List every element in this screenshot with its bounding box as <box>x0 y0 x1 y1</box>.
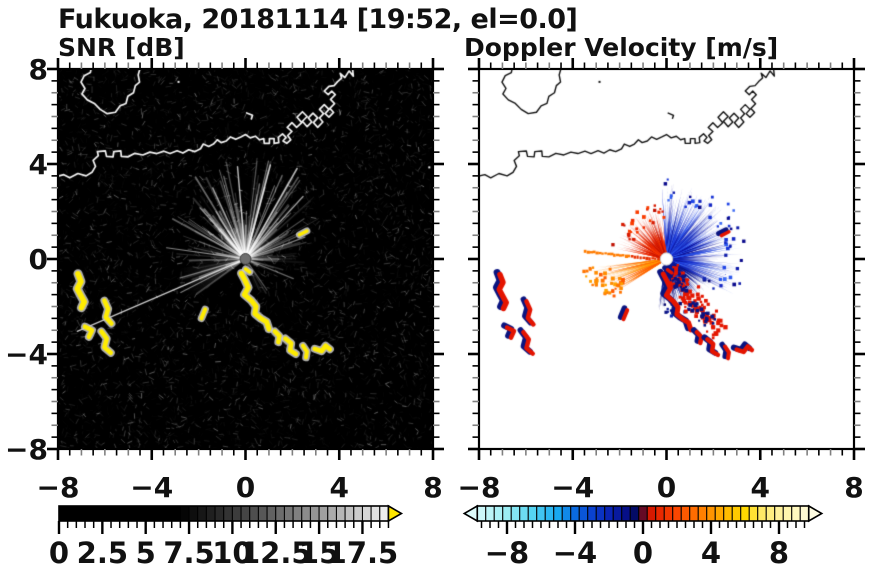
colorbar-tick-label: 8 <box>769 536 789 570</box>
y-tick-label: 8 <box>29 53 48 86</box>
x-tick-label: 0 <box>236 471 255 504</box>
y-tick-label: 4 <box>29 148 48 181</box>
velocity-panel-title: Doppler Velocity [m/s] <box>464 33 779 62</box>
velocity-radar-plot <box>479 69 854 449</box>
colorbar-tick-label: 7.5 <box>163 536 214 570</box>
x-tick-label: 4 <box>751 471 770 504</box>
x-tick-label: −4 <box>130 471 173 504</box>
x-tick-label: −4 <box>551 471 594 504</box>
colorbar-tick-label: 5 <box>136 536 156 570</box>
x-tick-label: 8 <box>423 471 442 504</box>
colorbar-tick-label: 4 <box>701 536 721 570</box>
colorbar-tick-label: 0 <box>49 536 69 570</box>
colorbar-tick-label: −8 <box>485 536 529 570</box>
x-tick-label: −8 <box>37 471 80 504</box>
figure-title: Fukuoka, 20181114 [19:52, el=0.0] <box>58 4 578 35</box>
x-tick-label: 0 <box>657 471 676 504</box>
colorbar-tick-label: 17.5 <box>327 536 399 570</box>
colorbar-tick-label: 15 <box>299 536 339 570</box>
velocity-colorbar: −8 −4 0 4 8 <box>462 504 824 570</box>
snr-panel-title: SNR [dB] <box>58 33 185 62</box>
colorbar-tick-label: −4 <box>553 536 597 570</box>
colorbar-tick-label: 12.5 <box>240 536 312 570</box>
y-tick-label: 0 <box>29 243 48 276</box>
colorbar-tick-label: 2.5 <box>77 536 128 570</box>
colorbar-tick-label: 10 <box>212 536 252 570</box>
x-tick-label: −8 <box>458 471 501 504</box>
x-tick-label: 4 <box>330 471 349 504</box>
y-tick-label: −8 <box>5 433 48 466</box>
x-tick-label: 8 <box>844 471 863 504</box>
colorbar-tick-label: 0 <box>633 536 653 570</box>
y-tick-label: −4 <box>5 338 48 371</box>
snr-radar-plot <box>58 69 433 449</box>
